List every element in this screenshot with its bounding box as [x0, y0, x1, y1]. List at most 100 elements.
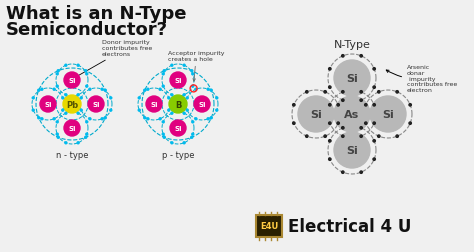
- Circle shape: [183, 94, 185, 97]
- Circle shape: [337, 104, 339, 107]
- Circle shape: [138, 110, 140, 112]
- Circle shape: [183, 65, 185, 67]
- Text: Si: Si: [310, 110, 322, 119]
- Circle shape: [101, 118, 103, 120]
- Circle shape: [159, 118, 161, 120]
- Circle shape: [86, 86, 88, 88]
- Text: p - type: p - type: [162, 150, 194, 159]
- Text: Si: Si: [174, 125, 182, 132]
- Circle shape: [183, 142, 185, 144]
- Circle shape: [77, 113, 79, 115]
- Circle shape: [360, 135, 363, 138]
- Text: Si: Si: [92, 102, 100, 108]
- Circle shape: [77, 65, 79, 67]
- Circle shape: [334, 133, 370, 168]
- Text: What is an N-Type: What is an N-Type: [6, 5, 186, 23]
- Circle shape: [168, 110, 170, 112]
- Text: n - type: n - type: [56, 150, 88, 159]
- Circle shape: [328, 140, 331, 142]
- Text: Semiconductor?: Semiconductor?: [6, 21, 168, 39]
- Circle shape: [65, 113, 67, 115]
- Circle shape: [216, 98, 218, 100]
- Circle shape: [171, 65, 173, 67]
- Circle shape: [110, 110, 112, 112]
- Circle shape: [192, 86, 194, 88]
- Text: Si: Si: [382, 110, 394, 119]
- Circle shape: [159, 89, 161, 91]
- Circle shape: [328, 68, 331, 71]
- Circle shape: [32, 98, 34, 100]
- Text: B: B: [175, 100, 181, 109]
- Circle shape: [65, 94, 67, 97]
- Text: N-Type: N-Type: [334, 40, 371, 50]
- Text: Electrical 4 U: Electrical 4 U: [288, 217, 411, 235]
- Circle shape: [360, 55, 363, 58]
- Circle shape: [110, 98, 112, 100]
- Circle shape: [373, 104, 375, 107]
- Circle shape: [64, 73, 80, 89]
- Circle shape: [378, 91, 380, 94]
- Circle shape: [41, 89, 43, 91]
- Circle shape: [171, 142, 173, 144]
- Circle shape: [337, 122, 339, 125]
- Circle shape: [101, 89, 103, 91]
- Circle shape: [104, 90, 106, 92]
- Circle shape: [85, 71, 87, 73]
- Circle shape: [210, 117, 212, 119]
- Circle shape: [342, 171, 344, 174]
- Circle shape: [186, 98, 188, 100]
- Circle shape: [41, 118, 43, 120]
- Circle shape: [168, 98, 170, 100]
- Circle shape: [183, 113, 185, 115]
- Circle shape: [86, 121, 88, 123]
- Circle shape: [53, 89, 55, 91]
- Circle shape: [373, 158, 375, 161]
- Circle shape: [195, 118, 197, 120]
- Circle shape: [144, 117, 146, 119]
- Circle shape: [298, 97, 334, 133]
- Circle shape: [89, 118, 91, 120]
- Circle shape: [306, 91, 308, 94]
- Circle shape: [342, 135, 344, 138]
- Circle shape: [162, 134, 164, 136]
- FancyBboxPatch shape: [256, 215, 282, 237]
- Circle shape: [373, 122, 375, 125]
- Circle shape: [57, 71, 59, 73]
- Circle shape: [342, 100, 344, 102]
- Circle shape: [162, 86, 164, 88]
- Circle shape: [56, 134, 58, 136]
- Circle shape: [409, 122, 411, 125]
- Circle shape: [88, 97, 104, 113]
- Text: Pb: Pb: [66, 100, 78, 109]
- Circle shape: [171, 94, 173, 97]
- Circle shape: [65, 65, 67, 67]
- Circle shape: [409, 104, 411, 107]
- Circle shape: [62, 98, 64, 100]
- Circle shape: [77, 142, 79, 144]
- Circle shape: [365, 122, 367, 125]
- Text: E4U: E4U: [260, 222, 278, 231]
- Circle shape: [56, 86, 58, 88]
- Circle shape: [328, 87, 331, 89]
- Circle shape: [86, 74, 88, 76]
- Circle shape: [80, 98, 82, 100]
- Text: Si: Si: [198, 102, 206, 108]
- Circle shape: [292, 122, 295, 125]
- Text: As: As: [345, 110, 360, 119]
- Circle shape: [192, 121, 194, 123]
- Circle shape: [63, 96, 81, 114]
- Circle shape: [192, 74, 194, 76]
- Circle shape: [53, 118, 55, 120]
- Circle shape: [38, 90, 40, 92]
- Circle shape: [57, 137, 59, 139]
- Circle shape: [38, 117, 40, 119]
- Circle shape: [144, 90, 146, 92]
- Circle shape: [80, 110, 82, 112]
- Circle shape: [334, 61, 370, 97]
- Circle shape: [192, 134, 194, 136]
- Circle shape: [138, 98, 140, 100]
- Text: Arsenic
donar
 impurity
contributes free
electron: Arsenic donar impurity contributes free …: [386, 65, 457, 93]
- Circle shape: [334, 97, 370, 133]
- Circle shape: [324, 91, 327, 94]
- Circle shape: [163, 137, 165, 139]
